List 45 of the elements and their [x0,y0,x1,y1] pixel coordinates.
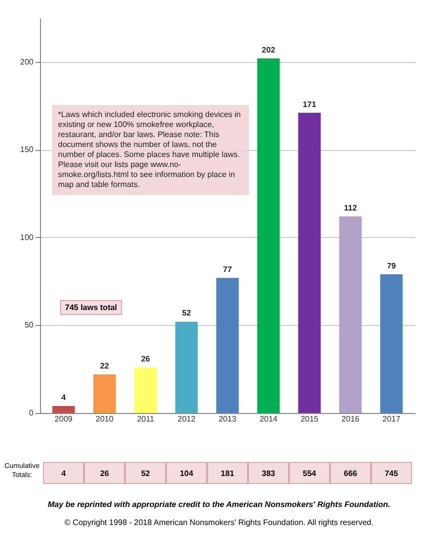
x-tick-label: 2016 [342,414,360,424]
bar [257,58,280,413]
annotation: *Laws which included electronic smoking devices in existing or new 100% smokefree workplace, restaurant, and/or bar laws. Please note: This document shows the number of laws, not the number of places. Some places have multiple laws. Please visit our lists page www.no-smoke.org/lists.html to see information by place in map and table formats. [52,105,249,195]
text: 52 [125,462,166,484]
data-label: 171 [302,100,317,109]
data-label: 52 [182,308,192,318]
text: 554 [288,462,330,484]
data-label: 77 [223,264,232,274]
bar [175,322,198,413]
bar [380,274,403,413]
text: 666 [330,462,371,484]
x-tick-label: 2011 [136,414,155,424]
bar [52,406,75,413]
x-tick-label: 2010 [96,414,114,424]
data-label: 26 [141,354,151,364]
text: 26 [84,462,126,484]
bar [134,367,157,413]
bar [93,374,116,413]
x-tick-label: 2014 [260,414,278,424]
text: 181 [207,462,248,484]
text: 383 [248,462,289,484]
data-label: 4 [61,392,66,402]
x-tick-label: 2013 [218,414,237,424]
text: 745 [370,462,412,484]
y-tick-label: 100 [20,232,34,242]
data-label: 202 [262,45,276,54]
y-tick-label: 0 [29,408,34,418]
text: © Copyright 1998 - 2018 American Nonsmokers' Rights Foundation. All rights reserved. [64,518,374,527]
x-tick-label: 2017 [382,414,401,424]
y-tick-label: 150 [20,145,34,154]
y-tick-label: 50 [24,320,34,330]
bar [216,278,239,413]
bar [339,216,362,413]
bar [298,112,321,413]
text: May be reprinted with appropriate credit to the American Nonsmokers' Rights Foundation. [46,500,392,509]
x-tick-label: 2009 [54,414,74,424]
y-tick-label: 200 [20,57,34,66]
data-label: 79 [386,261,396,270]
text: 104 [166,462,207,484]
x-tick-label: 2015 [300,414,319,424]
text: 4 [43,462,84,484]
annotation: 745 laws total [60,300,122,315]
data-label: 112 [344,203,358,212]
data-label: 22 [100,361,110,370]
x-tick-label: 2012 [178,414,196,424]
